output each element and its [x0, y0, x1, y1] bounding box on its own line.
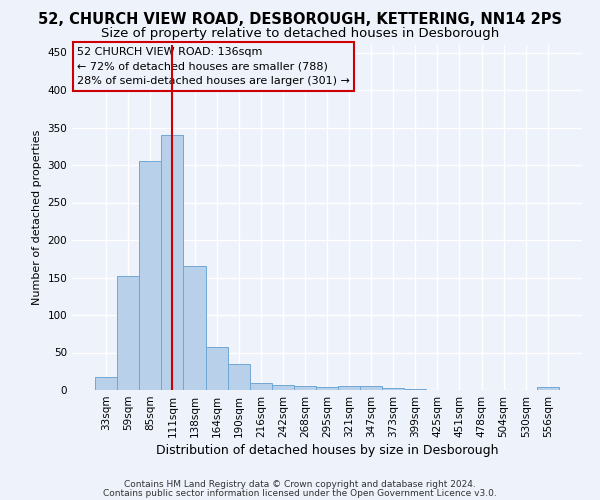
Bar	[227, 364, 250, 390]
Bar	[117, 276, 139, 390]
Bar	[272, 385, 294, 390]
Bar	[338, 386, 360, 390]
Text: Contains public sector information licensed under the Open Government Licence v3: Contains public sector information licen…	[103, 488, 497, 498]
Text: 52 CHURCH VIEW ROAD: 136sqm
← 72% of detached houses are smaller (788)
28% of se: 52 CHURCH VIEW ROAD: 136sqm ← 72% of det…	[77, 46, 350, 86]
Y-axis label: Number of detached properties: Number of detached properties	[32, 130, 42, 305]
Bar	[404, 388, 427, 390]
Bar	[316, 387, 338, 390]
Text: Size of property relative to detached houses in Desborough: Size of property relative to detached ho…	[101, 28, 499, 40]
Bar	[206, 347, 227, 390]
Bar	[360, 386, 382, 390]
Bar	[95, 378, 117, 390]
X-axis label: Distribution of detached houses by size in Desborough: Distribution of detached houses by size …	[156, 444, 498, 457]
Text: Contains HM Land Registry data © Crown copyright and database right 2024.: Contains HM Land Registry data © Crown c…	[124, 480, 476, 489]
Bar	[537, 387, 559, 390]
Bar	[294, 386, 316, 390]
Bar	[184, 266, 206, 390]
Bar	[250, 383, 272, 390]
Bar	[161, 135, 184, 390]
Bar	[382, 388, 404, 390]
Bar	[139, 161, 161, 390]
Text: 52, CHURCH VIEW ROAD, DESBOROUGH, KETTERING, NN14 2PS: 52, CHURCH VIEW ROAD, DESBOROUGH, KETTER…	[38, 12, 562, 28]
